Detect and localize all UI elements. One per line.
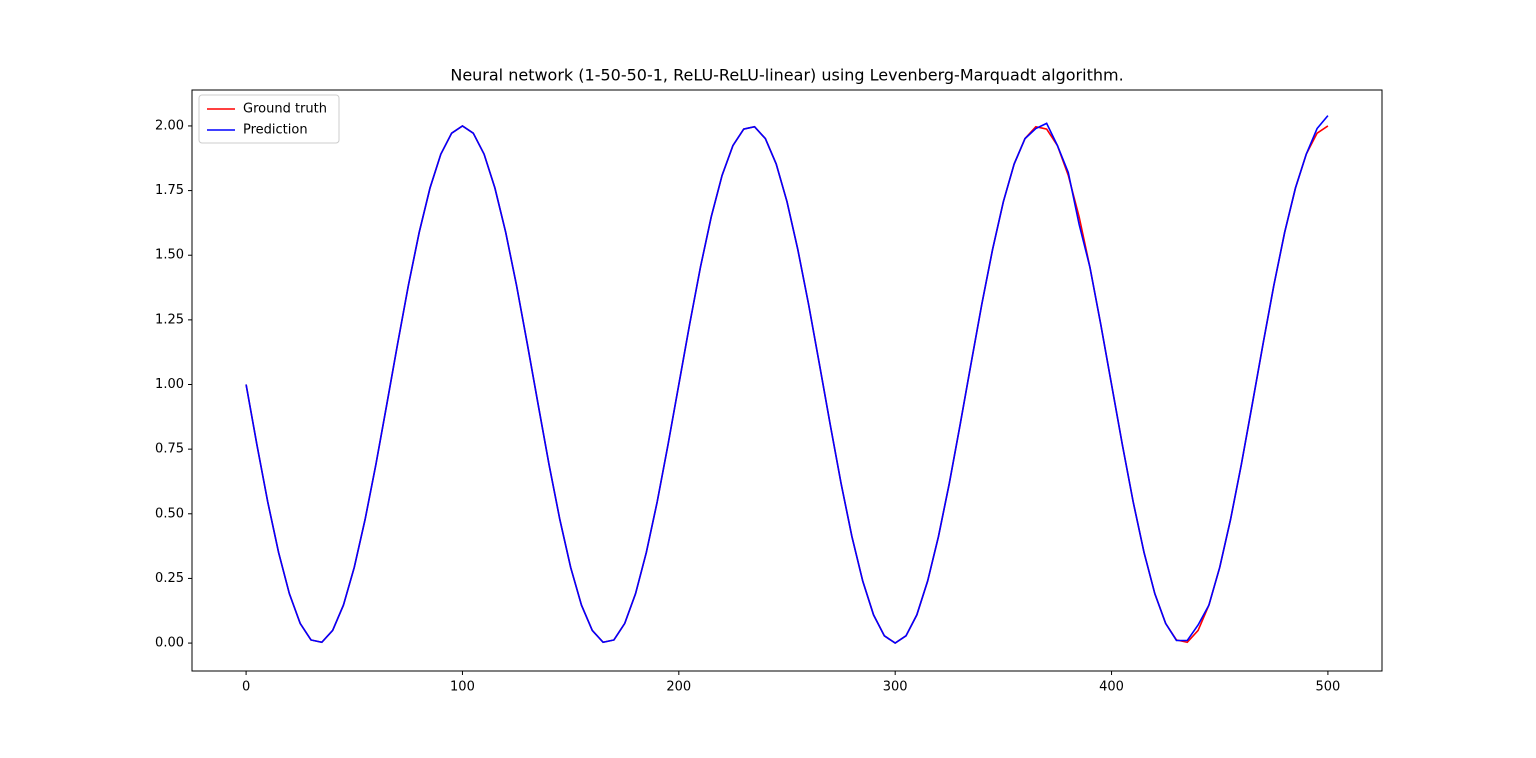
x-tick-label: 300	[883, 680, 908, 695]
legend-label: Ground truth	[243, 102, 327, 117]
y-tick-label: 0.00	[155, 636, 184, 651]
legend-box	[198, 94, 340, 144]
x-tick-label: 500	[1315, 680, 1340, 695]
y-tick-label: 1.00	[155, 377, 184, 392]
x-tick-label: 200	[666, 680, 691, 695]
y-tick-label: 1.75	[155, 183, 184, 198]
legend: Ground truth Prediction	[198, 94, 340, 144]
y-tick-label: 0.50	[155, 506, 184, 521]
y-tick-label: 1.50	[155, 248, 184, 263]
legend-label: Prediction	[243, 123, 308, 138]
x-tick-label: 0	[242, 680, 250, 695]
chart-title: Neural network (1-50-50-1, ReLU-ReLU-lin…	[450, 66, 1123, 85]
y-tick-label: 1.25	[155, 312, 184, 327]
x-tick-label: 400	[1099, 680, 1124, 695]
plot-frame	[191, 89, 1383, 672]
y-tick-label: 2.00	[155, 118, 184, 133]
series-line	[245, 115, 1329, 645]
y-tick-label: 0.25	[155, 571, 184, 586]
x-tick-label: 100	[450, 680, 475, 695]
y-tick-label: 0.75	[155, 442, 184, 457]
